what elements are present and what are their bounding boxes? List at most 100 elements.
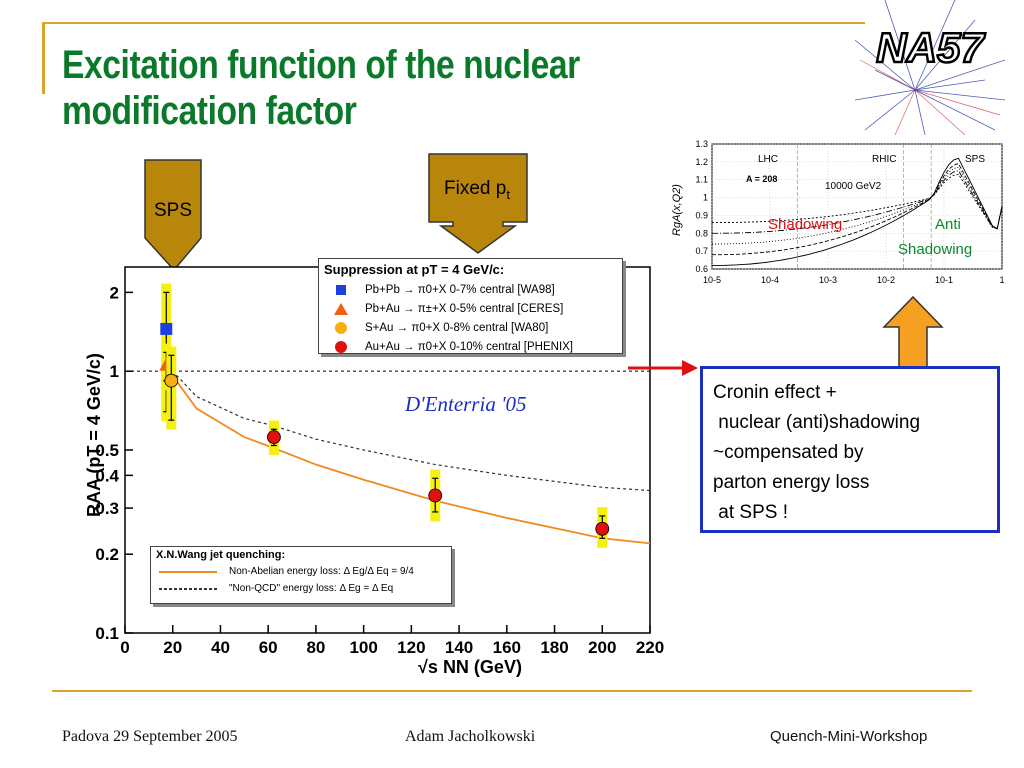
theory-label-0: Non-Abelian energy loss: Δ Eg/Δ Eq = 9/4 bbox=[229, 566, 414, 577]
data-point-3-0 bbox=[267, 430, 281, 445]
inset-x-tick-5: 1 bbox=[999, 275, 1004, 285]
inset-ticks: 0.6 0.7 0.8 0.9 1 1.1 1.2 1.3 10-5 10-4 10-3 10-2 10… bbox=[695, 139, 1004, 285]
inset-curve-4 bbox=[712, 173, 1003, 230]
y-axis-label: RAA (pT = 4 GeV/c) bbox=[84, 353, 104, 517]
theory-curve-0 bbox=[165, 360, 651, 545]
title-rule bbox=[45, 22, 865, 24]
x-tick-label-2: 40 bbox=[211, 638, 230, 657]
theory-swatch-1 bbox=[159, 587, 217, 590]
inset-y-tick-3: 0.9 bbox=[695, 210, 708, 220]
inset-y-tick-5: 1.1 bbox=[695, 175, 708, 185]
region-lhc: LHC bbox=[758, 154, 778, 165]
legend-title: Suppression at pT = 4 GeV/c: bbox=[324, 262, 505, 277]
legend-label-1: Pb+Au → π±+X 0-5% central [CERES] bbox=[365, 302, 564, 315]
legend-item-0: Pb+Pb → π0+X 0-7% central [WA98] bbox=[319, 280, 622, 299]
x-tick-label-11: 220 bbox=[636, 638, 664, 657]
inset-y-tick-4: 1 bbox=[703, 193, 708, 203]
anti-label: Anti bbox=[935, 216, 961, 233]
inset-x-tick-0: 10-5 bbox=[703, 275, 721, 285]
legend-label-3: Au+Au → π0+X 0-10% central [PHENIX] bbox=[365, 340, 574, 353]
fixed-pt-arrow-label: Fixed pt bbox=[444, 178, 510, 202]
theory-legend-title: X.N.Wang jet quenching: bbox=[156, 549, 286, 561]
y-tick-label-4: 0.5 bbox=[95, 441, 119, 460]
data-point-2-0 bbox=[164, 373, 179, 388]
y-tick-label-2: 0.3 bbox=[95, 499, 119, 518]
inset-y-tick-7: 1.3 bbox=[695, 139, 708, 149]
legend-marker-3 bbox=[335, 340, 347, 353]
data-point-3-1 bbox=[428, 488, 443, 503]
inset-curve-3 bbox=[712, 170, 1003, 234]
data-point-0-0 bbox=[160, 322, 173, 335]
inset-curve-1 bbox=[712, 163, 1003, 256]
footer-event: Quench-Mini-Workshop bbox=[770, 728, 928, 745]
theory-legend: X.N.Wang jet quenching: Non-Abelian ener… bbox=[150, 546, 452, 604]
data-point-3-2 bbox=[595, 521, 610, 536]
theory-label-1: "Non-QCD" energy loss: Δ Eg = Δ Eq bbox=[229, 583, 394, 594]
legend-item-2: S+Au → π0+X 0-8% central [WA80] bbox=[319, 318, 622, 337]
x-axis-ticks: 0 20 40 60 80 100 120 140 160 180 200 220 bbox=[120, 625, 664, 657]
inset-annotation-q2: 10000 GeV2 bbox=[825, 181, 882, 192]
y-tick-label-6: 2 bbox=[110, 283, 119, 302]
shadowing-inset-chart: 0.6 0.7 0.8 0.9 1 1.1 1.2 1.3 10-5 10-4 10-3 10-2 10… bbox=[671, 139, 1005, 285]
title-line-2: modification factor bbox=[62, 89, 357, 133]
inset-curve-0 bbox=[712, 157, 1003, 266]
x-tick-label-3: 60 bbox=[259, 638, 278, 657]
inset-x-tick-4: 10-1 bbox=[935, 275, 953, 285]
logo-text: NA57 bbox=[876, 24, 985, 71]
footer-author: Adam Jacholkowski bbox=[405, 728, 536, 745]
region-rhic: RHIC bbox=[872, 154, 896, 165]
legend-box: Suppression at pT = 4 GeV/c: Pb+Pb → π0+… bbox=[318, 258, 623, 354]
x-tick-label-1: 20 bbox=[163, 638, 182, 657]
x-tick-label-5: 100 bbox=[349, 638, 377, 657]
inset-y-tick-2: 0.8 bbox=[695, 228, 708, 238]
inset-x-tick-1: 10-4 bbox=[761, 275, 779, 285]
inset-y-tick-1: 0.7 bbox=[695, 246, 708, 256]
legend-label-2: S+Au → π0+X 0-8% central [WA80] bbox=[365, 321, 549, 334]
theory-curve-1 bbox=[165, 360, 651, 492]
y-tick-label-1: 0.2 bbox=[95, 545, 119, 564]
x-tick-label-10: 200 bbox=[588, 638, 616, 657]
x-axis-label: √s NN (GeV) bbox=[418, 657, 522, 677]
y-tick-label-3: 0.4 bbox=[95, 466, 119, 485]
inset-x-tick-3: 10-2 bbox=[877, 275, 895, 285]
inset-y-tick-0: 0.6 bbox=[695, 264, 708, 274]
x-tick-label-6: 120 bbox=[397, 638, 425, 657]
cronin-line-2: nuclear (anti)shadowing bbox=[713, 412, 921, 433]
x-tick-label-7: 140 bbox=[445, 638, 473, 657]
inset-x-tick-2: 10-3 bbox=[819, 275, 837, 285]
cronin-line-3: ~compensated by bbox=[713, 442, 864, 463]
y-axis-ticks: 0.1 0.2 0.3 0.4 0.5 1 2 bbox=[95, 283, 133, 643]
legend-item-3: Au+Au → π0+X 0-10% central [PHENIX] bbox=[319, 337, 622, 356]
red-arrow bbox=[628, 360, 698, 376]
denterria-annotation: D'Enterria '05 bbox=[405, 392, 527, 416]
sps-arrow-label: SPS bbox=[153, 200, 193, 221]
na57-logo: NA57 bbox=[855, 0, 1005, 135]
legend-item-1: Pb+Au → π±+X 0-5% central [CERES] bbox=[319, 299, 622, 318]
inset-y-label: RgA(x,Q2) bbox=[671, 184, 683, 236]
sps-arrow bbox=[144, 159, 202, 272]
footer-rule bbox=[52, 690, 972, 692]
theory-item-1: "Non-QCD" energy loss: Δ Eg = Δ Eq bbox=[151, 580, 451, 597]
cronin-box: Cronin effect + nuclear (anti)shadowing … bbox=[700, 366, 1000, 533]
legend-marker-0 bbox=[336, 284, 346, 295]
legend-marker-1 bbox=[334, 302, 348, 315]
footer-date: Padova 29 September 2005 bbox=[62, 728, 238, 745]
x-tick-label-8: 160 bbox=[493, 638, 521, 657]
theory-curves bbox=[165, 360, 651, 545]
inset-y-tick-6: 1.2 bbox=[695, 157, 708, 167]
legend-marker-2 bbox=[335, 321, 347, 334]
theory-item-0: Non-Abelian energy loss: Δ Eg/Δ Eq = 9/4 bbox=[151, 563, 451, 580]
antishadowing-label: Shadowing bbox=[898, 241, 972, 258]
legend-items: Pb+Pb → π0+X 0-7% central [WA98] Pb+Au → … bbox=[319, 280, 622, 356]
cronin-line-4: parton energy loss bbox=[713, 472, 870, 493]
theory-legend-items: Non-Abelian energy loss: Δ Eg/Δ Eq = 9/4… bbox=[151, 563, 451, 597]
cronin-line-1: Cronin effect + bbox=[713, 382, 837, 403]
cronin-line-5: at SPS ! bbox=[713, 502, 788, 523]
y-tick-label-0: 0.1 bbox=[95, 624, 119, 643]
inset-curves bbox=[712, 157, 1003, 266]
shadowing-label: Shadowing bbox=[768, 216, 842, 233]
inset-frame bbox=[711, 143, 1003, 270]
title-line-1: Excitation function of the nuclear bbox=[62, 43, 580, 87]
legend-label-0: Pb+Pb → π0+X 0-7% central [WA98] bbox=[365, 283, 555, 296]
data-points bbox=[159, 283, 610, 548]
